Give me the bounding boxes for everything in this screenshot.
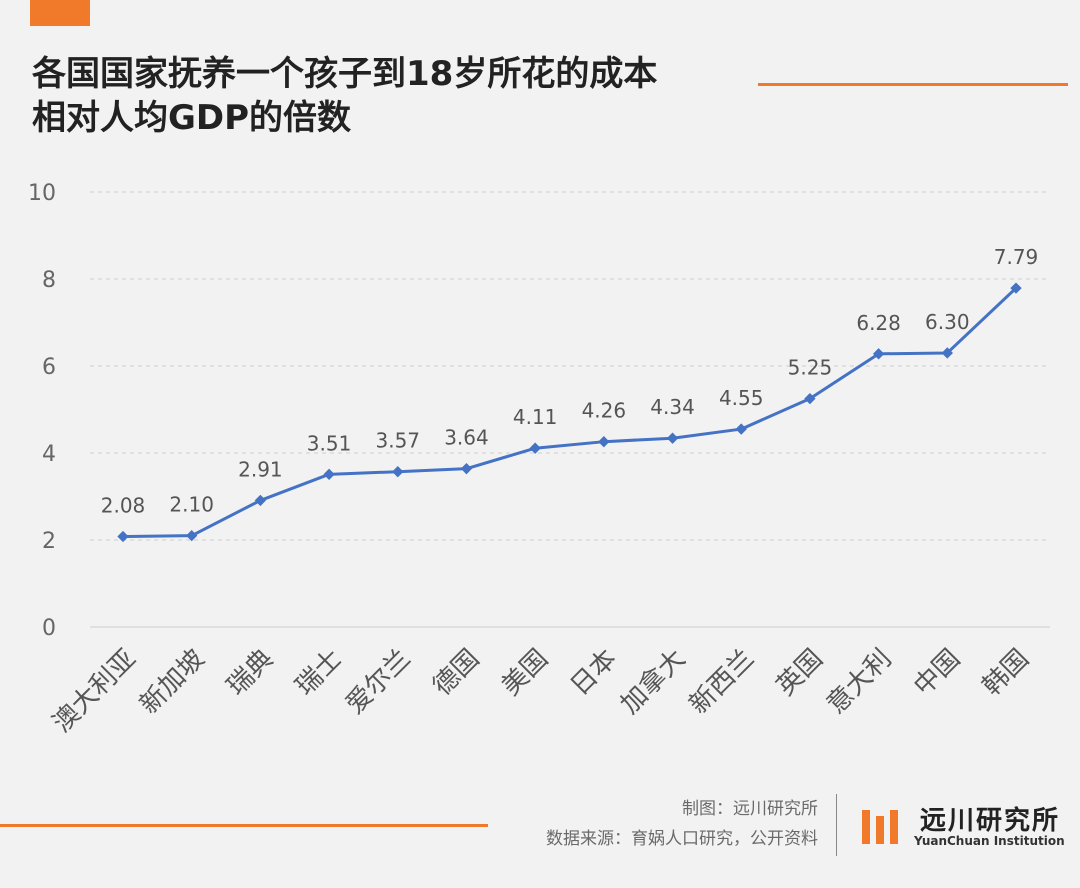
x-category-label: 瑞士 [290, 644, 348, 702]
x-category-label: 新西兰 [684, 644, 760, 720]
data-label: 4.11 [513, 405, 558, 429]
data-point [804, 392, 816, 405]
data-label: 4.34 [650, 395, 695, 419]
footer-accent-line [0, 824, 488, 827]
data-label: 3.64 [444, 426, 489, 450]
y-tick-label: 4 [42, 442, 56, 467]
x-category-label: 新加坡 [134, 644, 210, 720]
series-line [122, 287, 1018, 539]
x-category-label: 爱尔兰 [340, 644, 416, 720]
logo-name: 远川研究所 [920, 806, 1061, 836]
data-label: 6.30 [925, 310, 970, 334]
data-label: 6.28 [856, 311, 901, 335]
data-point [117, 530, 129, 543]
x-category-label: 意大利 [821, 644, 897, 720]
y-tick-label: 8 [42, 268, 56, 293]
data-point [392, 466, 404, 478]
data-point [254, 494, 267, 507]
credit-chart-maker: 制图：远川研究所 [682, 799, 818, 819]
x-category-label: 中国 [908, 644, 966, 702]
chart-title: 各国国家抚养一个孩子到18岁所花的成本 相对人均GDP的倍数 [32, 52, 752, 140]
data-point [323, 468, 335, 480]
x-category-label: 日本 [565, 644, 623, 702]
y-tick-label: 2 [42, 529, 56, 554]
chart-title-line1: 各国国家抚养一个孩子到18岁所花的成本 [32, 54, 658, 94]
data-point [941, 347, 953, 359]
title-accent-line [758, 83, 1068, 86]
data-label: 2.08 [101, 494, 146, 518]
data-point [460, 463, 473, 475]
data-label: 2.10 [169, 493, 214, 517]
data-label: 4.55 [719, 386, 764, 410]
data-label: 4.26 [582, 399, 627, 423]
data-point [1010, 282, 1022, 294]
data-point [872, 348, 885, 360]
credit-data-source: 数据来源：育娲人口研究，公开资料 [546, 829, 818, 849]
data-label: 7.79 [994, 245, 1039, 269]
data-point [666, 432, 679, 444]
x-category-label: 澳大利亚 [47, 644, 142, 739]
y-tick-label: 0 [42, 616, 56, 641]
logo-subtitle: YuanChuan Institution [914, 834, 1065, 848]
data-label: 3.57 [376, 429, 421, 453]
data-label: 5.25 [788, 356, 833, 380]
yuanchuan-logo-icon [862, 810, 898, 844]
x-category-label: 英国 [771, 644, 829, 702]
chart-title-line2: 相对人均GDP的倍数 [32, 98, 352, 138]
x-category-label: 瑞典 [221, 644, 279, 702]
data-point [529, 442, 541, 454]
data-point [735, 423, 747, 435]
credits: 制图：远川研究所 数据来源：育娲人口研究，公开资料 [546, 794, 818, 854]
footer-divider [836, 794, 837, 856]
top-accent-bar [30, 0, 90, 26]
line-chart: 0 2 4 6 8 10 2.08 澳大利亚 2.10 新加坡 2.91 瑞典 3.51 瑞士 3.57 爱尔… [28, 181, 1050, 739]
y-tick-label: 6 [42, 355, 56, 380]
data-point [186, 529, 198, 542]
data-label: 3.51 [307, 431, 352, 455]
y-tick-label: 10 [28, 181, 56, 206]
data-point [598, 436, 610, 448]
x-category-label: 德国 [427, 644, 485, 702]
data-label: 2.91 [238, 457, 283, 481]
x-category-label: 美国 [496, 644, 554, 702]
x-category-label: 韩国 [977, 644, 1035, 702]
x-category-label: 加拿大 [615, 644, 691, 720]
